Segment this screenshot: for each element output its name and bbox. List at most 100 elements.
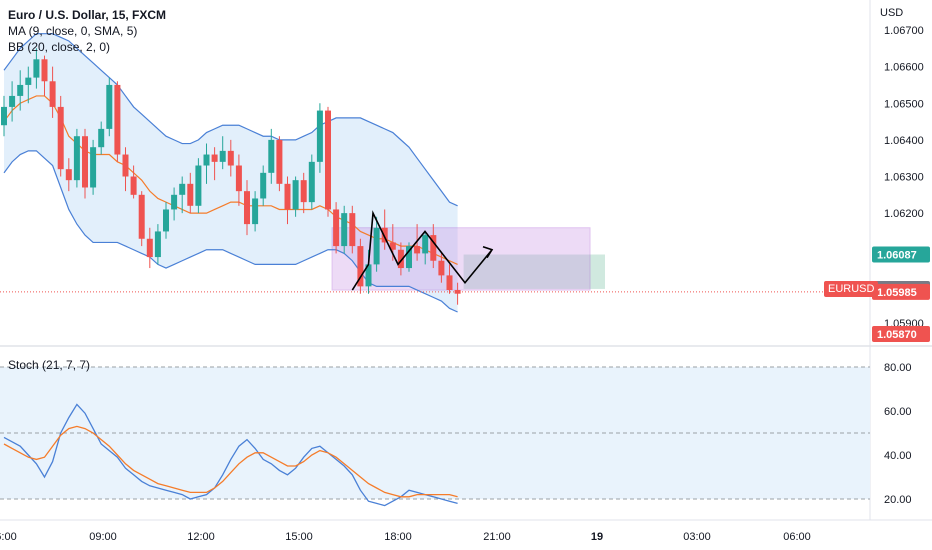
candle [219,136,226,170]
candle-body [300,180,307,203]
candle [154,224,161,265]
candle-body [365,264,372,287]
price-tick-label: 1.06200 [884,208,924,220]
time-tick-label: 15:00 [285,531,313,543]
candle-body [357,246,364,287]
candle [106,77,113,137]
candle-body [227,150,234,166]
candle-body [171,194,178,210]
time-tick-label: 19 [591,531,603,543]
candle-body [65,169,72,181]
candle-body [122,154,129,177]
candle-body [90,147,97,188]
candle [276,136,283,192]
candle-body [211,154,218,162]
candle-body [138,194,145,239]
last-price-tag: 1.05985 [877,287,917,299]
candle [333,202,340,254]
candle-body [325,110,331,210]
time-tick-label: 6:00 [0,531,17,543]
candle [90,139,97,195]
stoch-d-line [3,425,458,498]
candle [430,224,437,269]
candle-body [33,59,40,78]
currency-label: USD [880,7,904,19]
candle-body [9,95,16,107]
candle [130,165,137,199]
candle-body [203,154,210,166]
candle [25,66,32,104]
candle-body [268,139,275,173]
candle [65,158,72,192]
candle-body [252,198,259,225]
candle [454,282,461,305]
stoch-tick-label: 80.00 [884,362,912,374]
candle-body [235,165,242,192]
candle-body [260,172,267,199]
candle-body [333,209,340,247]
time-tick-label: 12:00 [187,531,215,543]
target-price-tag: 1.06087 [877,250,917,262]
candle [406,242,412,272]
price-tick-label: 1.06400 [884,135,924,147]
candle [17,70,24,111]
candle-body [244,191,250,225]
candle [98,121,105,155]
candle [438,253,445,283]
candle [300,172,307,214]
candle [422,231,429,265]
candle [73,128,80,188]
candle-body [276,139,283,184]
time-tick-label: 09:00 [89,531,117,543]
candle-body [179,183,186,195]
candle-body [106,84,113,129]
candle [260,165,267,206]
stoch-indicator-label[interactable]: Stoch (21, 7, 7) [8,358,91,372]
candle [373,216,380,272]
candle-body [41,59,48,82]
candle-body [57,106,64,170]
candle-body [17,84,24,96]
candle-body [187,183,194,206]
candle [349,205,356,254]
chart-title: Euro / U.S. Dollar, 15, FXCM [8,8,167,22]
ma-indicator-label[interactable]: MA (9, close, 0, SMA, 5) [8,24,138,38]
candle [146,227,153,269]
target-zone [463,254,605,289]
candle-body [25,77,32,85]
candle [292,176,299,217]
candle [308,154,315,210]
price-tick-label: 1.06600 [884,62,924,74]
candle-body [1,106,7,126]
candle [381,209,388,250]
bb-indicator-label[interactable]: BB (20, close, 2, 0) [8,40,111,54]
candle [114,81,121,162]
bollinger-upper-line [3,33,458,207]
candle-body [389,242,396,250]
candle [138,191,145,247]
candle [244,180,250,236]
candle [397,242,404,276]
candle-body [130,176,137,195]
candle-body [82,136,88,188]
candle-body [308,161,315,203]
stoch-tick-label: 40.00 [884,450,912,462]
candle-body [316,110,323,162]
candle [82,128,88,199]
candle [1,95,7,137]
candle-body [292,180,299,210]
candle [49,66,56,118]
price-tick-label: 1.06300 [884,172,924,184]
candle [187,172,194,214]
candle-body [154,231,161,258]
candle [268,128,275,184]
candle-body [146,238,153,258]
candle [9,81,16,122]
time-tick-label: 18:00 [384,531,412,543]
candle-body [422,235,429,254]
candle [211,147,218,181]
stoch-k-line [3,403,458,507]
candle [446,264,453,294]
candle [235,154,242,206]
